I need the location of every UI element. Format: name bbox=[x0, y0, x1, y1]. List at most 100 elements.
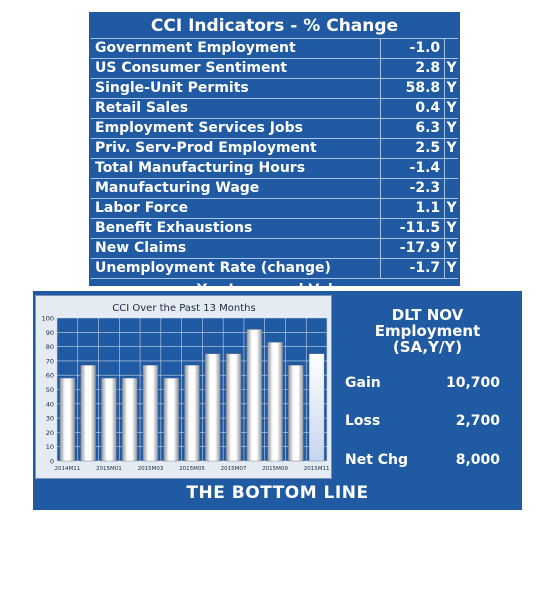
cci-row-improved-flag bbox=[445, 179, 458, 198]
cci-row: Benefit Exhaustions -11.5 Y bbox=[91, 219, 458, 239]
dlt-row-loss: Loss 2,700 bbox=[333, 413, 522, 433]
cci-row-value: -17.9 bbox=[381, 239, 446, 258]
chart-bar bbox=[308, 353, 325, 462]
y-tick-label: 10 bbox=[46, 443, 54, 451]
dlt-loss-label: Loss bbox=[345, 413, 381, 429]
cci-row-label: US Consumer Sentiment bbox=[91, 59, 381, 78]
cci-row: Labor Force 1.1 Y bbox=[91, 199, 458, 219]
cci-row-value: 1.1 bbox=[381, 199, 446, 218]
chart-bar bbox=[163, 377, 179, 462]
dlt-row-net-change: Net Chg 8,000 bbox=[333, 452, 522, 472]
cci-row-improved-flag: Y bbox=[446, 240, 457, 256]
y-tick-label: 20 bbox=[46, 429, 54, 437]
cci-row-label: Priv. Serv-Prod Employment bbox=[91, 139, 381, 158]
cci-row-value: 2.5 bbox=[381, 139, 446, 158]
cci-rows: Government Employment -1.0 US Consumer Sen… bbox=[91, 39, 458, 279]
cci-row-label: Government Employment bbox=[91, 39, 381, 58]
x-tick-label: 2015M03 bbox=[138, 466, 164, 472]
y-tick-label: 0 bbox=[50, 458, 54, 466]
chart-bar bbox=[142, 364, 159, 462]
cci-row-improved-flag: Y bbox=[446, 220, 457, 236]
cci-row-value: 6.3 bbox=[381, 119, 446, 138]
cci-row: Single-Unit Permits 58.8 Y bbox=[91, 79, 458, 99]
cci-row-value: 58.8 bbox=[381, 79, 446, 98]
dlt-loss-value: 2,700 bbox=[455, 413, 500, 429]
chart-bar bbox=[101, 377, 117, 462]
cci-row-improved-flag: Y bbox=[446, 200, 457, 216]
dlt-row-gain: Gain 10,700 bbox=[333, 375, 522, 395]
cci-row-label: Benefit Exhaustions bbox=[91, 219, 381, 238]
chart-bar bbox=[288, 364, 304, 462]
cci-row-improved-flag: Y bbox=[446, 120, 457, 136]
dlt-title-line-2: Employment bbox=[374, 322, 481, 340]
cci-row-label: Single-Unit Permits bbox=[91, 79, 381, 98]
cci-row-improved-flag: Y bbox=[446, 60, 457, 76]
dlt-gain-value: 10,700 bbox=[445, 375, 500, 391]
cci-row: Priv. Serv-Prod Employment 2.5 Y bbox=[91, 139, 458, 159]
cci-row-label: Retail Sales bbox=[91, 99, 381, 118]
cci-row-label: Employment Services Jobs bbox=[91, 119, 381, 138]
cci-row-value: -1.4 bbox=[381, 159, 446, 178]
cci-indicators-table: CCI Indicators - % Change Government Emp… bbox=[89, 12, 460, 298]
x-tick-label: 2015M07 bbox=[221, 466, 247, 472]
bottom-panel: CCI Over the Past 13 Months 0 10 20 30 40 50 60… bbox=[33, 291, 522, 510]
chart-bar bbox=[225, 353, 242, 462]
chart-bar bbox=[59, 377, 76, 462]
cci-chart-svg: CCI Over the Past 13 Months 0 10 20 30 40 50 60… bbox=[42, 303, 330, 472]
y-tick-label: 50 bbox=[46, 386, 54, 394]
dlt-title: DLT NOV Employment (SA,Y/Y) bbox=[333, 307, 522, 355]
y-tick-label: 70 bbox=[46, 357, 54, 365]
x-tick-label: 2015M05 bbox=[179, 466, 205, 472]
cci-chart: CCI Over the Past 13 Months 0 10 20 30 40 50 60… bbox=[35, 295, 332, 479]
cci-row: US Consumer Sentiment 2.8 Y bbox=[91, 59, 458, 79]
dlt-title-line-3: (SA,Y/Y) bbox=[392, 338, 463, 356]
cci-row: New Claims -17.9 Y bbox=[91, 239, 458, 259]
x-tick-label: 2015M11 bbox=[304, 466, 330, 472]
y-tick-label: 40 bbox=[46, 400, 54, 408]
dlt-gain-label: Gain bbox=[345, 375, 381, 391]
x-tick-label: 2015M09 bbox=[262, 466, 288, 472]
dlt-net-change-label: Net Chg bbox=[345, 452, 409, 468]
cci-row-label: Total Manufacturing Hours bbox=[91, 159, 381, 178]
cci-row: Retail Sales 0.4 Y bbox=[91, 99, 458, 119]
cci-row-improved-flag: Y bbox=[446, 80, 457, 96]
x-tick-label: 2014M11 bbox=[55, 466, 81, 472]
chart-title: CCI Over the Past 13 Months bbox=[112, 303, 255, 314]
cci-row-label: New Claims bbox=[91, 239, 381, 258]
cci-row-improved-flag: Y bbox=[446, 140, 457, 156]
chart-bar bbox=[267, 342, 283, 462]
y-tick-label: 80 bbox=[46, 343, 54, 351]
y-tick-label: 90 bbox=[46, 329, 54, 337]
y-tick-label: 100 bbox=[42, 315, 54, 323]
y-tick-label: 60 bbox=[46, 372, 54, 380]
dlt-title-line-1: DLT NOV bbox=[391, 306, 464, 324]
bottom-line-banner: THE BOTTOM LINE bbox=[186, 483, 369, 503]
chart-bar bbox=[80, 364, 96, 462]
cci-table-title: CCI Indicators - % Change bbox=[91, 14, 458, 39]
chart-bar bbox=[205, 353, 221, 462]
cci-row-improved-flag: Y bbox=[446, 100, 457, 116]
cci-row-label: Manufacturing Wage bbox=[91, 179, 381, 198]
cci-row: Employment Services Jobs 6.3 Y bbox=[91, 119, 458, 139]
cci-row-value: -1.7 bbox=[381, 259, 446, 278]
cci-row-value: -11.5 bbox=[381, 219, 446, 238]
chart-bar bbox=[246, 329, 262, 462]
cci-row-improved-flag bbox=[445, 39, 458, 58]
cci-row-label: Unemployment Rate (change) bbox=[91, 259, 381, 278]
cci-row-improved-flag: Y bbox=[446, 260, 457, 276]
cci-row-value: 2.8 bbox=[381, 59, 446, 78]
chart-bar bbox=[122, 377, 138, 462]
dlt-net-change-value: 8,000 bbox=[455, 452, 500, 468]
cci-row-label: Labor Force bbox=[91, 199, 381, 218]
cci-row: Government Employment -1.0 bbox=[91, 39, 458, 59]
cci-row-improved-flag bbox=[445, 159, 458, 178]
y-tick-label: 30 bbox=[46, 415, 54, 423]
x-tick-label: 2015M01 bbox=[96, 466, 122, 472]
cci-row: Unemployment Rate (change) -1.7 Y bbox=[91, 259, 458, 279]
cci-row-value: -2.3 bbox=[381, 179, 446, 198]
chart-bar bbox=[184, 364, 200, 462]
cci-row-value: -1.0 bbox=[381, 39, 446, 58]
dlt-employment-box: DLT NOV Employment (SA,Y/Y) Gain 10,700 … bbox=[333, 295, 522, 479]
cci-row: Total Manufacturing Hours -1.4 bbox=[91, 159, 458, 179]
cci-row-value: 0.4 bbox=[381, 99, 446, 118]
